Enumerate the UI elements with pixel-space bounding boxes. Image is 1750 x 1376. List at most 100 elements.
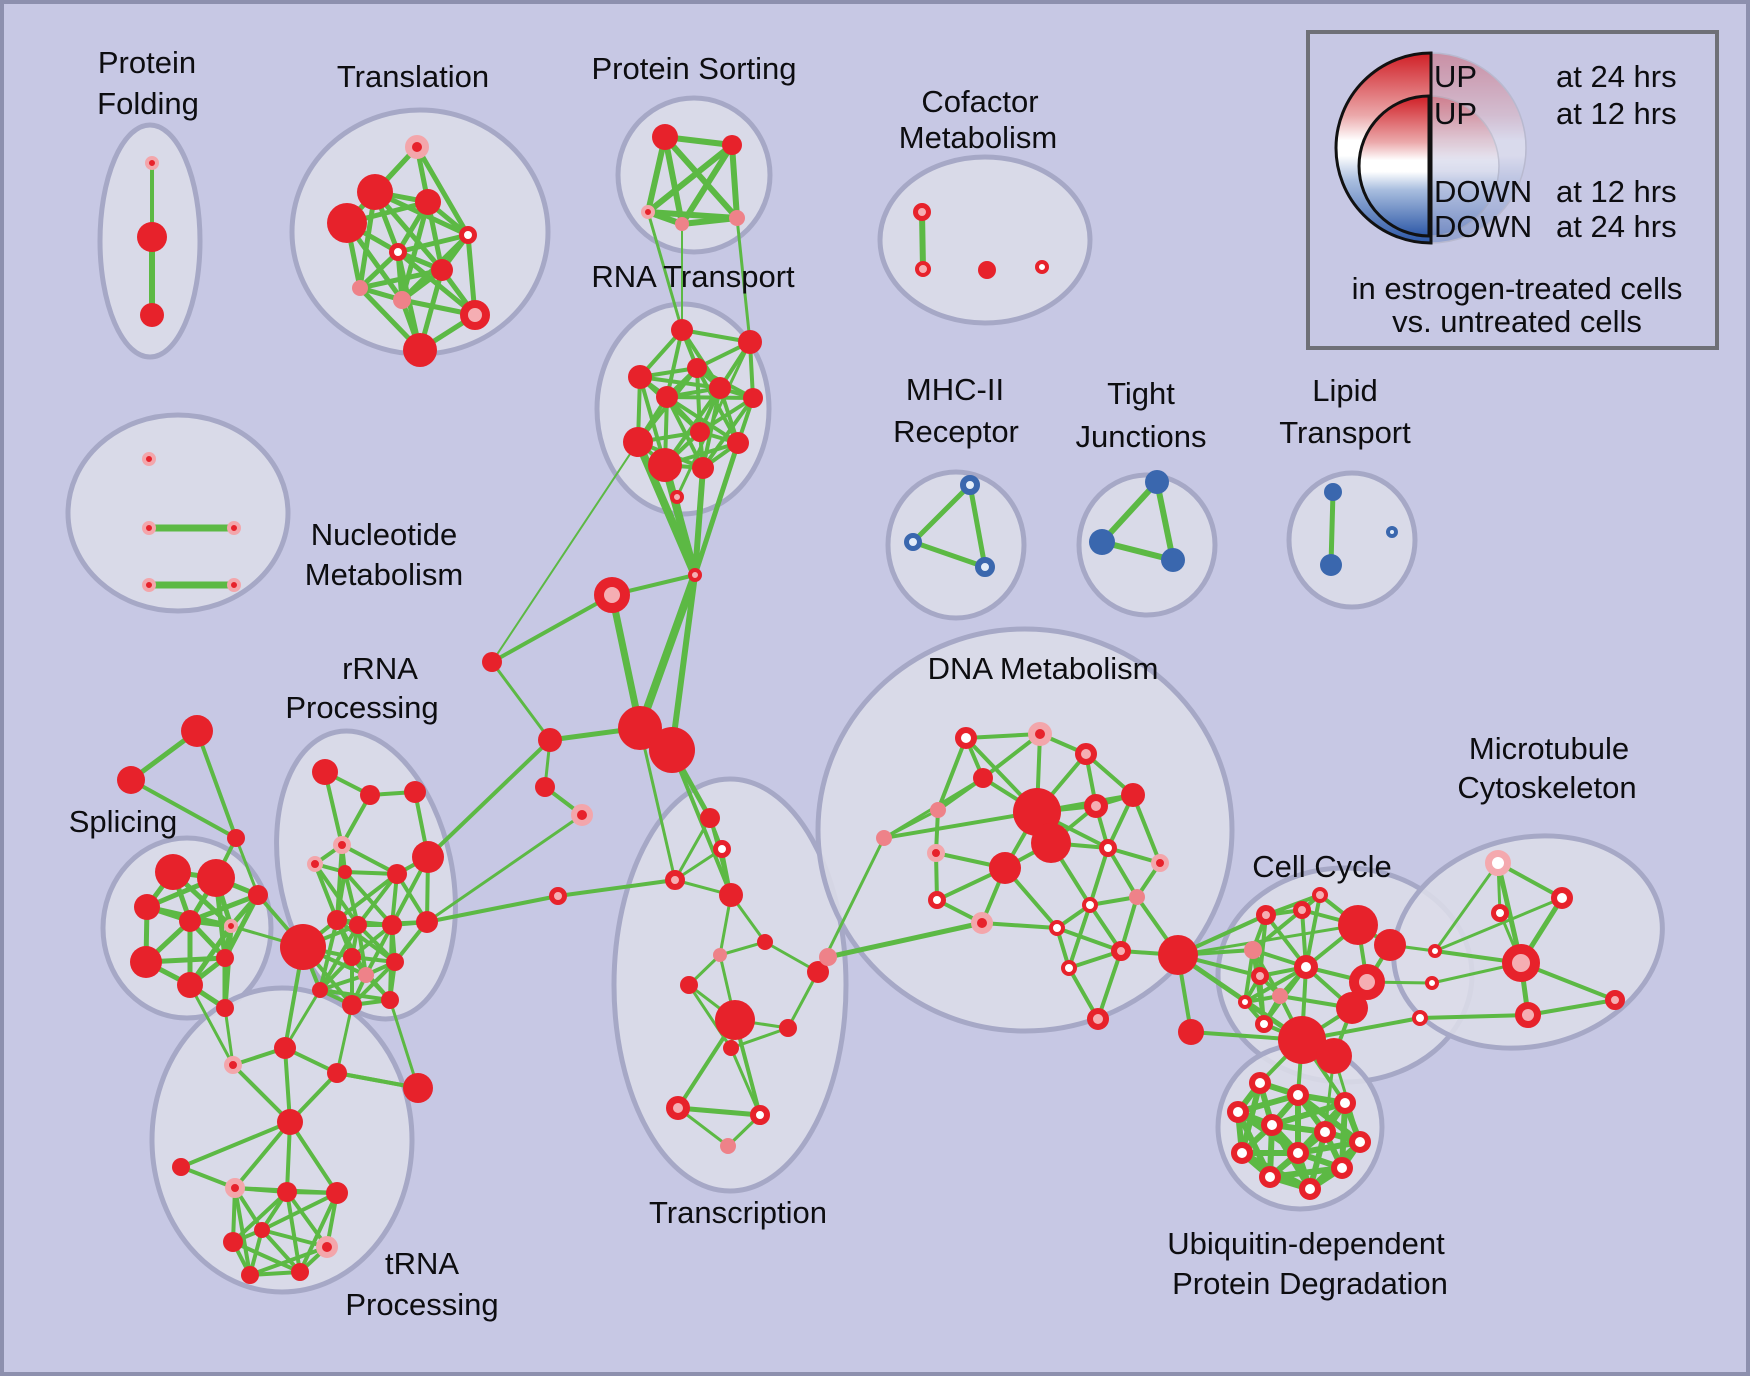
gene-node-tr3 (415, 189, 441, 215)
cluster-label-trna_processing: tRNA (385, 1246, 459, 1281)
gene-node-rt3 (687, 358, 707, 378)
edge (195, 729, 238, 840)
edge (646, 210, 684, 332)
gene-node-dn16 (1129, 889, 1145, 905)
edge-dna_metabolism (964, 732, 1042, 740)
gene-node-dn1 (1028, 722, 1052, 746)
edge-dna_metabolism (1131, 793, 1162, 865)
gene-node-rr0 (312, 759, 338, 785)
gene-node-cf3 (1035, 260, 1049, 274)
edge (234, 836, 260, 897)
legend-box (1306, 30, 1719, 350)
gene-node-rt6 (743, 388, 763, 408)
gene-node-tr1 (357, 174, 393, 210)
gene-node-tr4 (459, 226, 477, 244)
edge (825, 920, 985, 960)
gene-node-mh0 (960, 475, 980, 495)
legend-row-up24-label: UP (1434, 59, 1477, 94)
gene-node-tn12 (241, 1266, 259, 1284)
edge (675, 1105, 763, 1118)
edge-trna_processing (260, 1191, 339, 1232)
gene-node-tn13 (291, 1263, 309, 1281)
edge-rrna_processing (318, 973, 368, 992)
legend-note-line1: in estrogen-treated cells (1352, 271, 1683, 306)
cluster-label-transcription: Transcription (649, 1195, 827, 1230)
gene-node-rr16 (312, 982, 328, 998)
gene-node-mh1 (904, 533, 922, 551)
legend-circle-12h-left-half (1357, 94, 1431, 238)
gene-node-ub4 (1261, 1114, 1283, 1136)
gene-node-dn2 (1075, 743, 1097, 765)
gene-node-rt1 (738, 330, 762, 354)
edge-dna_metabolism (981, 732, 1042, 780)
gene-node-cc11 (1349, 964, 1385, 1000)
cluster-label-protein_folding: Folding (97, 86, 199, 121)
edge (910, 482, 973, 545)
gene-node-tj1 (1089, 529, 1115, 555)
gene-node-tg0 (181, 715, 213, 747)
edge-rna_transport (665, 328, 684, 399)
gene-node-hb9 (549, 887, 567, 905)
gene-node-rr4 (307, 856, 323, 872)
gene-node-rr18 (381, 991, 399, 1009)
edge (692, 440, 741, 578)
gene-node-hb10 (819, 948, 837, 966)
gene-node-dn8 (989, 852, 1021, 884)
cluster-label-lipid_transport: Transport (1279, 415, 1411, 450)
gene-node-sp5 (130, 946, 162, 978)
gene-node-rr6 (387, 864, 407, 884)
gene-node-tn7 (277, 1182, 297, 1202)
cluster-ellipse-cofactor_metabolism (877, 154, 1093, 326)
cluster-label-dna_metabolism: DNA Metabolism (928, 651, 1159, 686)
edge-rrna_processing (318, 988, 392, 1002)
gene-node-rr8 (327, 910, 347, 930)
gene-node-ub5 (1314, 1121, 1336, 1143)
gene-node-rr7 (412, 841, 444, 873)
edge-rrna_processing (343, 870, 360, 927)
edge-rrna_processing (340, 843, 399, 876)
cluster-ellipse-trna_processing (149, 985, 415, 1295)
edge-trna_processing (231, 1063, 292, 1124)
gene-node-tn10 (223, 1232, 243, 1252)
edge-rrna_processing (335, 872, 399, 922)
legend: UP at 24 hrs UP at 12 hrs DOWN at 12 hrs… (1306, 30, 1719, 350)
edge-rrna_processing (356, 872, 399, 927)
gene-node-rr9 (349, 916, 367, 934)
edge-ubiquitin_degradation (1269, 1100, 1348, 1128)
gene-node-ps2 (641, 205, 655, 219)
gene-node-rr17 (342, 995, 362, 1015)
edge (283, 988, 322, 1050)
cluster-label-protein_folding: Protein (98, 45, 196, 80)
legend-circle-12h-right-half (1428, 95, 1500, 237)
gene-node-ub0 (1249, 1072, 1271, 1094)
edge-trna_processing (248, 1245, 329, 1277)
cluster-labels-layer: Protein Folding Translation Protein Sorting… (69, 45, 1637, 1322)
cluster-label-microtubule_cytoskeleton: Cytoskeleton (1457, 770, 1636, 805)
gene-node-rr3 (333, 836, 351, 854)
edge-trna_processing (231, 1190, 289, 1244)
gene-node-dn11 (1049, 920, 1065, 936)
gene-node-tj0 (1145, 470, 1169, 494)
cluster-label-nucleotide_metabolism: Nucleotide (311, 517, 457, 552)
gene-node-cc14 (1316, 1038, 1352, 1074)
cluster-label-trna_processing: Processing (345, 1287, 498, 1322)
edge (490, 593, 614, 664)
cluster-label-cell_cycle: Cell Cycle (1252, 849, 1392, 884)
gene-node-rr10 (382, 915, 402, 935)
gene-node-tx6 (680, 976, 698, 994)
edge (335, 1003, 354, 1075)
edge (638, 726, 677, 882)
edge-protein_sorting (679, 142, 735, 227)
cluster-ellipse-mhc_ii_receptor (885, 469, 1027, 621)
gene-node-tn4 (277, 1109, 303, 1135)
edge (1433, 861, 1500, 953)
edge (1328, 489, 1336, 568)
gene-node-hb8 (571, 804, 593, 826)
gene-node-rt7 (690, 422, 710, 442)
gene-node-cf2 (978, 261, 996, 279)
gene-node-mt0 (1485, 850, 1511, 876)
gene-node-dn21 (1158, 935, 1198, 975)
gene-node-nm2 (227, 521, 241, 535)
gene-node-rr12 (280, 924, 326, 970)
